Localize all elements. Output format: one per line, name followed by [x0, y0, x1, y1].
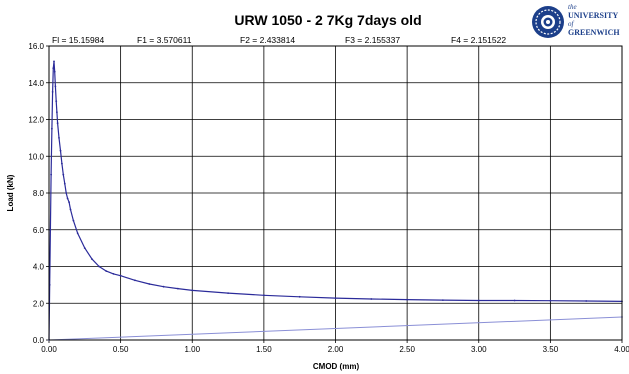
y-axis-label: Load (kN) [6, 174, 15, 211]
force-value-f2: F2 = 2.433814 [240, 35, 295, 45]
data-point [61, 162, 63, 165]
data-point [119, 274, 122, 277]
data-point [53, 60, 55, 63]
force-value-f3: F3 = 2.155337 [345, 35, 400, 45]
x-tick-label: 2.50 [399, 345, 415, 354]
logo-line-greenwich: GREENWICH [568, 28, 620, 37]
data-point [263, 294, 265, 297]
data-point [162, 285, 165, 288]
data-point [58, 137, 60, 139]
x-tick-label: 2.00 [328, 345, 344, 354]
y-tick-label: 8.0 [33, 189, 45, 198]
y-tick-label: 16.0 [28, 42, 44, 51]
data-point [62, 173, 65, 176]
data-point [72, 219, 75, 222]
data-point [50, 173, 52, 176]
data-point [191, 289, 194, 292]
data-point [98, 265, 100, 268]
x-axis-ticks: 0.00 0.50 1.00 1.50 2.00 2.50 3.00 3.50 4.00 [41, 340, 629, 354]
y-tick-label: 12.0 [28, 116, 44, 125]
logo-line-university: UNIVERSITY [568, 11, 618, 20]
force-value-fl: Fl = 15.15984 [52, 35, 104, 45]
y-tick-label: 2.0 [33, 299, 45, 308]
logo-line-the: the [568, 3, 577, 11]
data-point [148, 283, 151, 285]
x-tick-label: 4.00 [614, 345, 629, 354]
data-point [55, 100, 58, 102]
data-point [91, 258, 93, 260]
x-tick-label: 0.50 [113, 345, 129, 354]
data-point [68, 201, 70, 204]
data-point [76, 232, 79, 235]
force-value-f1: F1 = 3.570611 [137, 35, 192, 45]
y-tick-label: 6.0 [33, 226, 45, 235]
data-point [112, 273, 115, 275]
data-point [334, 297, 337, 299]
data-point [52, 67, 55, 69]
data-point [59, 149, 62, 152]
y-tick-label: 4.0 [33, 263, 45, 272]
data-point [63, 182, 66, 185]
x-tick-label: 1.50 [256, 345, 272, 354]
data-point [69, 208, 72, 211]
x-tick-label: 1.00 [184, 345, 200, 354]
data-point [105, 270, 108, 272]
force-values: Fl = 15.15984 F1 = 3.570611 F2 = 2.43381… [52, 35, 506, 45]
force-value-f4: F4 = 2.151522 [451, 35, 506, 45]
data-point [51, 127, 53, 130]
data-point [53, 70, 56, 73]
data-point [56, 122, 59, 125]
logo-emblem-icon [532, 6, 564, 38]
y-axis-ticks: 0.0 2.0 4.0 6.0 8.0 10.0 12.0 14.0 16.0 [28, 42, 49, 345]
x-tick-label: 3.50 [543, 345, 559, 354]
plot-frame [48, 45, 623, 341]
x-tick-label: 0.00 [41, 345, 57, 354]
series-lines [48, 60, 623, 341]
y-tick-label: 10.0 [28, 152, 44, 161]
series-line-baseline [48, 316, 623, 341]
data-point [406, 298, 408, 301]
data-point [56, 111, 58, 114]
x-axis-label: CMOD (mm) [313, 362, 360, 371]
data-point [442, 299, 444, 301]
data-point [549, 299, 552, 302]
y-tick-label: 0.0 [33, 336, 45, 345]
data-point [49, 228, 52, 231]
data-point [66, 197, 69, 200]
data-point [54, 85, 57, 88]
chart-title: URW 1050 - 2 7Kg 7days old [234, 12, 421, 28]
data-point [298, 295, 301, 298]
data-point [134, 279, 136, 282]
data-point [513, 299, 516, 302]
data-point [177, 287, 179, 290]
y-tick-label: 14.0 [28, 79, 44, 88]
university-logo: the UNIVERSITY of GREENWICH [532, 3, 620, 38]
data-point [83, 247, 86, 250]
x-tick-label: 3.00 [471, 345, 487, 354]
data-point [65, 192, 68, 194]
data-point [227, 292, 230, 294]
logo-line-of: of [568, 20, 575, 28]
data-point [51, 91, 54, 93]
data-point [585, 300, 588, 302]
data-point [370, 298, 373, 300]
data-point [477, 299, 480, 302]
